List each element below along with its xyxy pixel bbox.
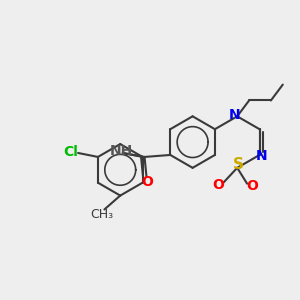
- Text: O: O: [212, 178, 224, 192]
- Text: N: N: [228, 108, 240, 122]
- Text: O: O: [246, 179, 258, 193]
- Text: N: N: [256, 149, 267, 163]
- Text: O: O: [142, 175, 153, 189]
- Text: Cl: Cl: [64, 145, 79, 159]
- Text: S: S: [233, 158, 244, 172]
- Text: NH: NH: [110, 144, 134, 158]
- Text: CH₃: CH₃: [90, 208, 113, 221]
